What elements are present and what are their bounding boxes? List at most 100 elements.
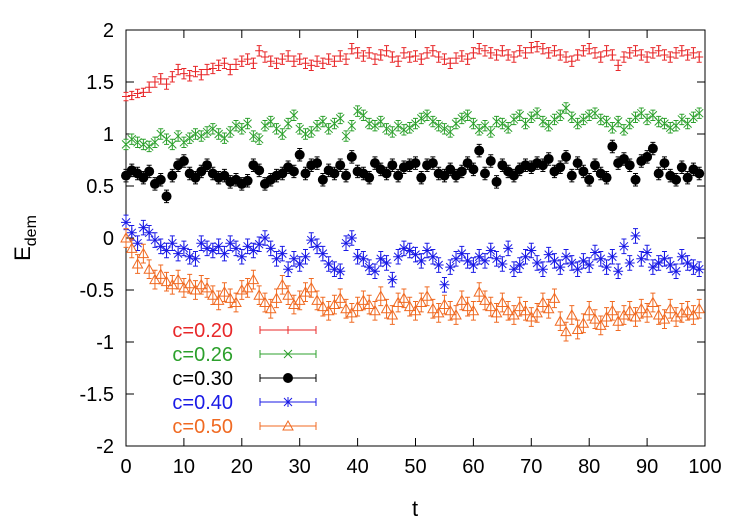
error-bar [413,300,418,321]
data-point-x [440,124,449,134]
data-point-plus [307,61,316,70]
series-layer [120,40,706,342]
data-point-asterisk [259,233,270,243]
data-point-triangle [386,308,399,320]
data-point-x [457,114,467,123]
data-point-x [231,121,241,131]
data-point-plus [150,78,159,86]
data-point-asterisk [566,257,577,268]
data-point-triangle [212,294,225,305]
data-point-asterisk [288,253,299,264]
data-point-circle [561,151,572,162]
error-bar [262,292,268,313]
data-point-plus [428,46,437,55]
data-point-triangle [195,278,208,290]
data-point-circle [242,175,253,186]
data-point-plus [394,57,403,66]
error-bar [326,300,332,321]
data-point-plus [353,48,362,57]
error-bar [575,319,581,340]
data-point-triangle [270,292,283,303]
data-point-asterisk [532,257,543,268]
data-point-x [550,115,559,124]
data-point-x [202,127,212,137]
data-point-circle [341,170,352,181]
data-point-asterisk [665,260,676,271]
data-point-x [382,124,391,134]
data-point-x [416,114,426,123]
data-point-plus [179,69,188,78]
data-point-plus [156,74,165,83]
data-point-plus [324,55,333,64]
error-bar [169,274,175,295]
data-point-plus [509,53,518,62]
data-point-plus [417,55,426,64]
error-bar [499,292,505,313]
data-point-x [254,134,264,144]
data-point-asterisk [688,262,699,273]
data-point-asterisk [595,253,606,264]
data-point-triangle [571,323,584,335]
error-bar [239,280,245,300]
data-point-triangle [398,292,410,303]
data-point-plus [266,57,275,66]
data-point-plus [434,53,443,62]
data-point-asterisk [520,251,531,262]
data-point-circle [676,162,687,173]
data-point-asterisk [155,241,166,252]
data-point-circle [312,158,323,169]
data-point-plus [654,46,663,55]
x-tick-label: 50 [404,456,426,478]
data-point-plus [208,64,217,73]
data-point-plus [237,57,246,66]
data-point-plus [376,50,385,59]
data-point-triangle [542,302,555,314]
data-point-circle [254,165,265,176]
data-point-triangle [473,286,486,297]
error-bar [302,282,308,302]
error-bar [534,303,540,323]
data-point-asterisk [671,266,682,277]
data-point-circle [682,172,693,183]
data-point-plus [695,53,704,62]
data-point-asterisk [479,255,490,266]
data-point-triangle [635,302,648,314]
data-point-plus [672,48,681,57]
data-point-circle [294,149,305,160]
data-point-plus [492,50,501,59]
data-point-triangle [207,289,219,300]
error-bar [453,305,459,325]
data-point-plus [342,55,351,64]
data-point-asterisk [618,241,629,252]
data-point-triangle [328,298,341,310]
data-point-x [289,110,299,120]
data-point-asterisk [341,238,352,249]
data-point-plus [590,48,599,57]
x-tick-label: 60 [462,456,484,478]
data-point-circle [416,172,427,183]
data-point-asterisk [497,259,508,269]
data-point-circle [671,174,682,185]
data-point-circle [335,160,346,171]
data-point-asterisk [271,253,282,264]
data-point-asterisk [508,264,519,275]
error-bar [633,307,639,327]
error-bar [181,278,187,298]
error-bar [331,294,337,315]
data-point-plus [330,57,339,66]
data-point-triangle [230,296,242,307]
data-point-asterisk [219,248,230,259]
data-point-plus [463,55,472,64]
data-point-x [579,115,588,124]
error-bar [146,259,152,280]
data-point-triangle [264,302,277,314]
data-point-asterisk [207,245,218,256]
data-point-circle [624,160,635,171]
error-bar [638,298,644,319]
data-point-plus [278,55,287,64]
data-point-asterisk [248,245,259,256]
data-point-asterisk [398,243,409,254]
data-point-triangle [531,306,543,318]
data-point-circle [630,174,641,185]
error-bar [152,269,158,290]
